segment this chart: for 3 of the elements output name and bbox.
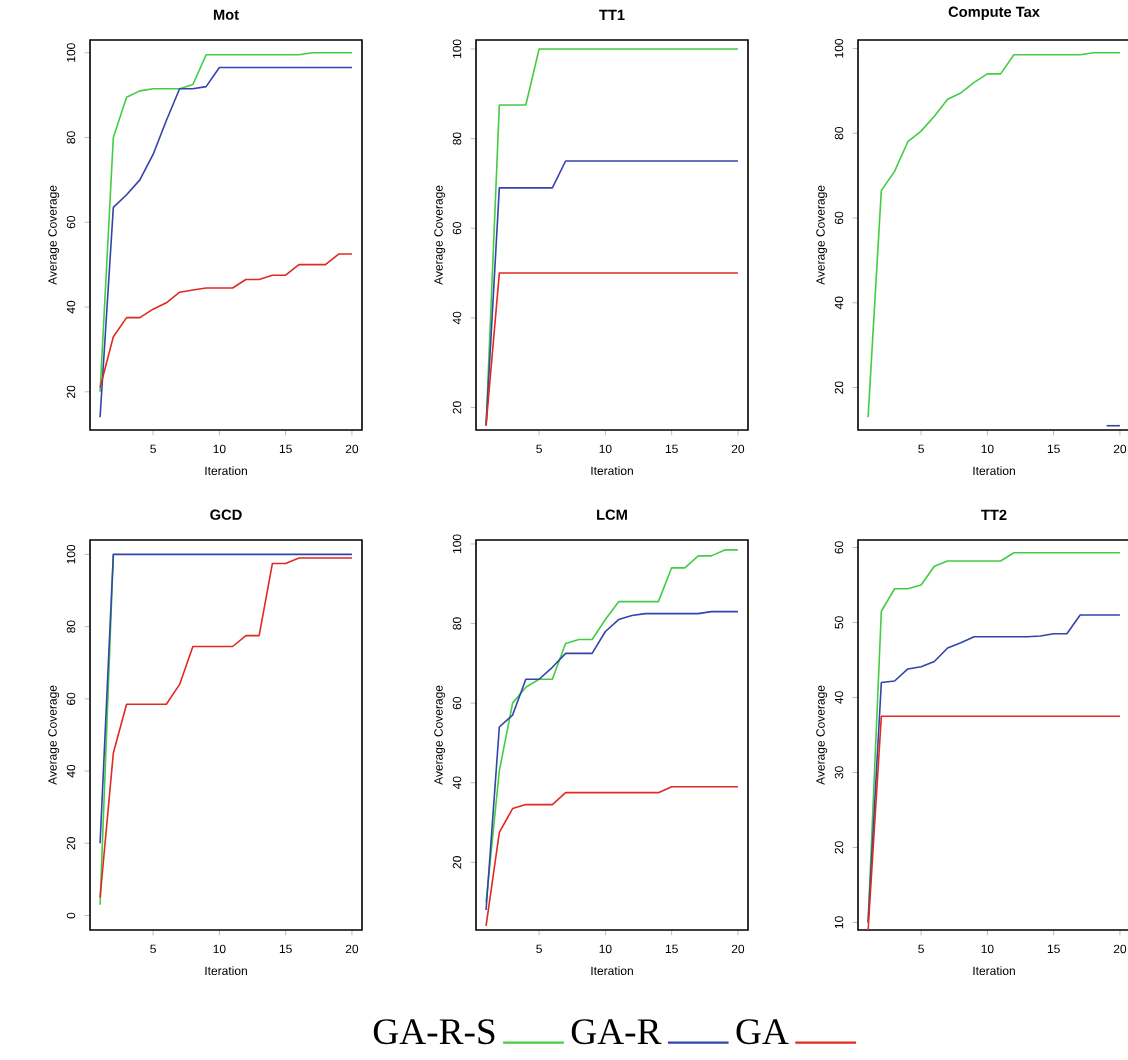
legend-label: GA (736, 1019, 789, 1045)
legend-label: GA-R (571, 1019, 662, 1045)
legend-label: GA-R-S (373, 1019, 495, 1045)
